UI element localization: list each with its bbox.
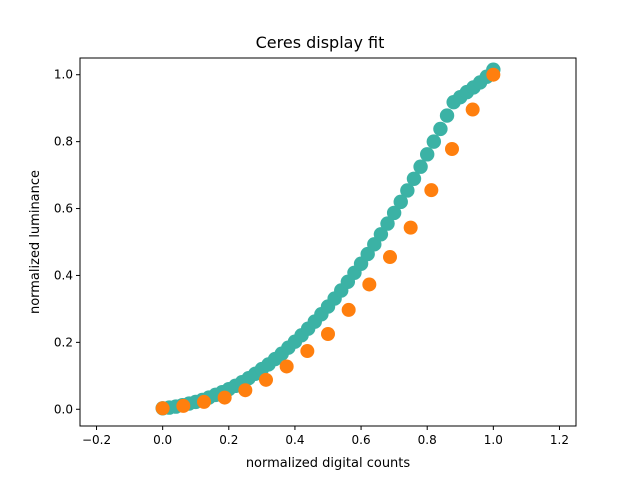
fit-point [426, 134, 442, 149]
fit-point [400, 183, 415, 198]
x-tick-label: 1.0 [484, 433, 503, 447]
measured-point [259, 372, 273, 387]
measured-point [383, 250, 397, 265]
x-tick-label: 0.4 [285, 433, 304, 447]
x-tick-label: 0.2 [219, 433, 238, 447]
x-tick-label: 0.8 [418, 433, 437, 447]
series-layer [155, 62, 501, 416]
x-tick-label: 1.2 [550, 433, 569, 447]
measured-point [465, 102, 480, 117]
measured-point [300, 344, 315, 359]
y-tick-label: 1.0 [54, 68, 73, 82]
chart-title: Ceres display fit [256, 33, 385, 52]
fit-point [380, 216, 395, 231]
y-tick-label: 0.4 [54, 268, 73, 282]
measured-point [176, 398, 191, 413]
measured-point [217, 390, 232, 405]
measured-point [424, 183, 439, 198]
y-ticks: 0.0 0.2 0.4 0.6 0.8 1.0 [54, 68, 80, 416]
fit-point [386, 205, 402, 221]
x-tick-label: −0.2 [82, 433, 111, 447]
measured-point [341, 302, 356, 317]
fit-point [439, 108, 455, 123]
measured-point [197, 394, 211, 409]
fit-point [393, 194, 408, 210]
x-ticks: −0.2 0.0 0.2 0.4 0.6 0.8 1.0 1.2 [82, 426, 569, 447]
y-tick-label: 0.0 [54, 402, 73, 416]
measured-point [486, 67, 501, 82]
fit-point [406, 171, 422, 186]
fit-curve-series [155, 62, 501, 416]
measured-point [445, 141, 459, 156]
measured-point [279, 359, 294, 374]
x-axis-label: normalized digital counts [246, 456, 411, 471]
measured-point [238, 383, 253, 398]
measured-points-series [155, 67, 501, 416]
y-tick-label: 0.2 [54, 335, 73, 349]
y-tick-label: 0.6 [54, 202, 73, 216]
plot-area [80, 58, 576, 426]
plot-frame [79, 57, 577, 427]
measured-point [155, 401, 170, 416]
fit-point [373, 227, 389, 242]
measured-point [321, 327, 335, 341]
measured-point [362, 277, 377, 292]
fit-point [433, 121, 448, 137]
x-tick-label: 0.0 [153, 433, 172, 447]
fit-point [420, 147, 435, 162]
y-axis-label: normalized luminance [28, 170, 43, 314]
y-tick-label: 0.8 [54, 135, 73, 149]
fit-point [413, 159, 428, 174]
measured-point [403, 220, 418, 235]
x-tick-label: 0.6 [352, 433, 371, 447]
